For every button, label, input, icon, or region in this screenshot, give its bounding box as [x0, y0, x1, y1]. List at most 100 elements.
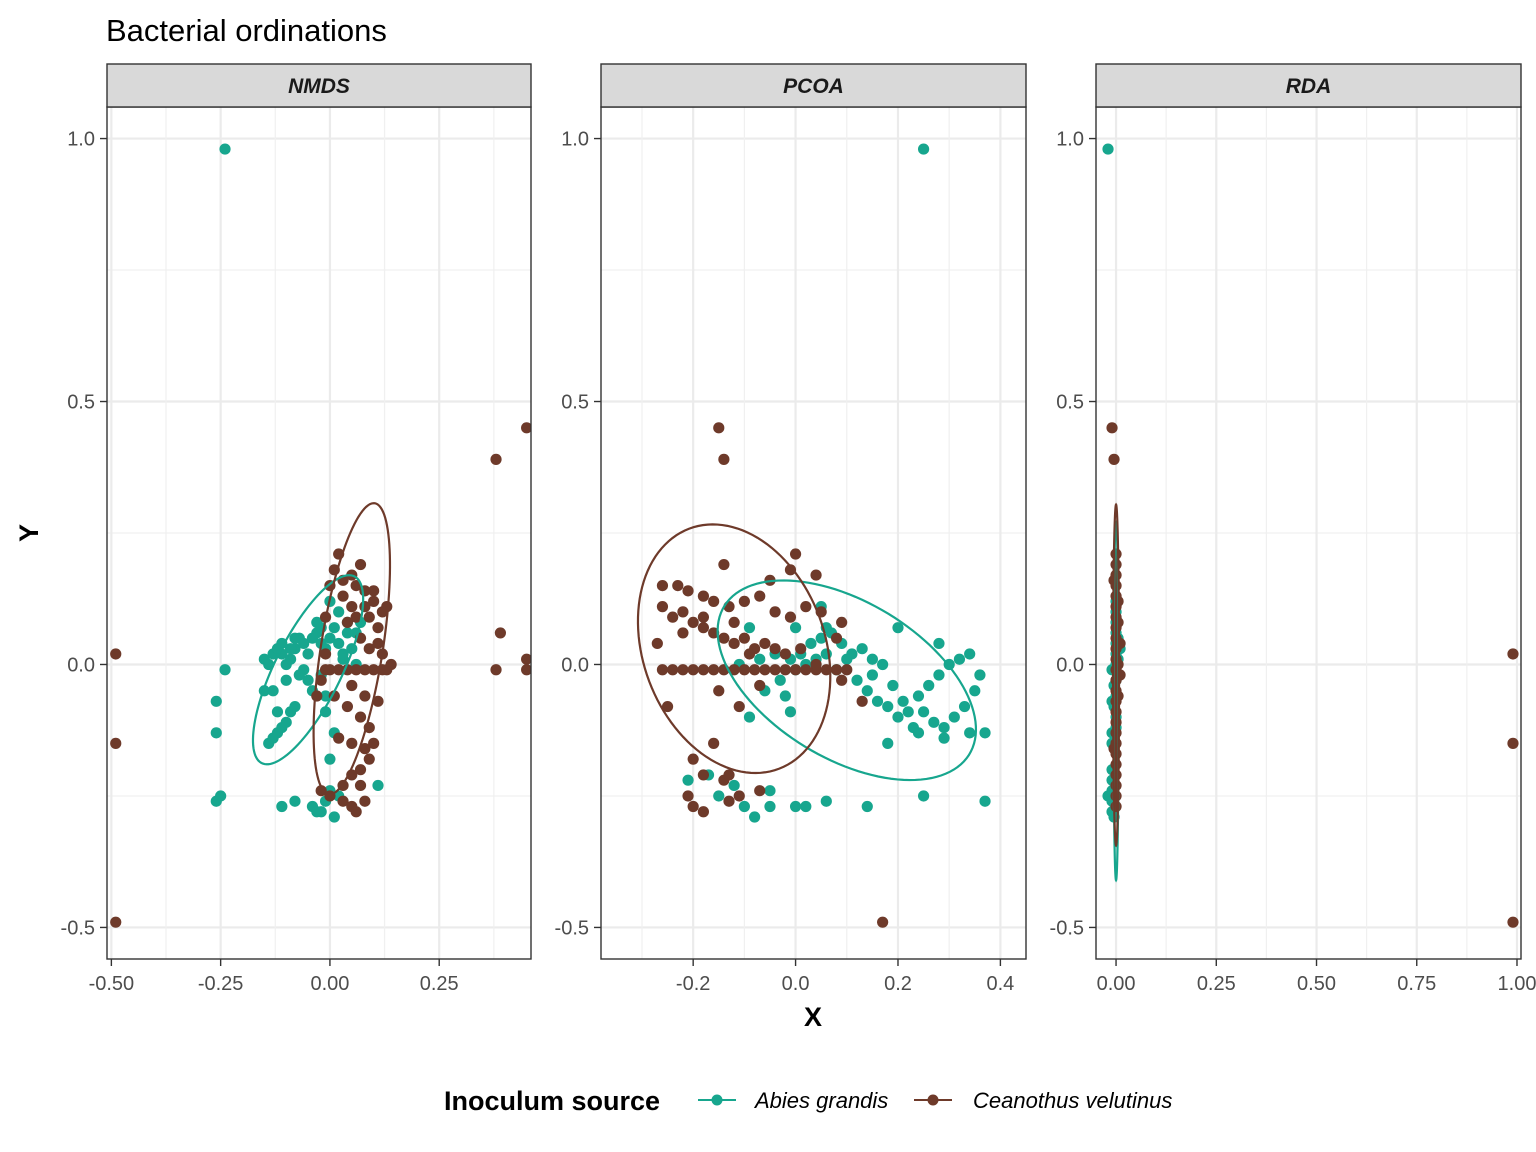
data-point: [687, 753, 699, 765]
data-point: [769, 643, 781, 655]
data-point: [350, 664, 362, 676]
legend: Inoculum source Abies grandis Ceanothus …: [444, 1086, 1172, 1116]
data-point: [215, 790, 227, 802]
ellipse-abies-grandis: [716, 579, 978, 782]
data-point: [667, 664, 679, 676]
data-point: [363, 611, 375, 623]
data-point: [276, 800, 288, 813]
data-point: [697, 806, 710, 818]
legend-key-abies: [698, 1094, 736, 1106]
data-point: [280, 674, 292, 686]
series-ceanothus-velutinus: [651, 422, 889, 928]
data-point: [805, 637, 817, 650]
data-point: [324, 632, 336, 644]
data-point: [289, 700, 301, 713]
data-point: [728, 664, 740, 676]
x-tick-label: 0.00: [1097, 973, 1136, 995]
data-point: [687, 616, 699, 629]
data-point: [324, 753, 336, 765]
data-point: [1110, 800, 1122, 813]
data-point: [969, 685, 981, 697]
data-point: [779, 648, 791, 660]
data-point: [743, 711, 756, 723]
data-point: [289, 795, 301, 807]
data-point: [350, 579, 362, 592]
data-point: [728, 616, 740, 629]
data-point: [1507, 648, 1519, 660]
x-tick-label: 1.00: [1498, 973, 1536, 995]
data-point: [372, 637, 384, 650]
x-tick-label: 0.25: [420, 973, 459, 995]
data-point: [368, 585, 380, 597]
data-point: [856, 695, 868, 707]
y-tick-label: 0.0: [67, 654, 95, 676]
data-point: [1507, 737, 1519, 749]
data-point: [341, 627, 354, 639]
data-point: [385, 658, 397, 671]
y-tick-label: 0.0: [1056, 654, 1084, 676]
data-point: [871, 695, 884, 707]
data-point: [110, 916, 122, 928]
data-point: [774, 674, 786, 686]
data-point: [1110, 548, 1122, 560]
x-tick-label: 0.25: [1197, 973, 1236, 995]
data-point: [933, 637, 945, 650]
data-point: [728, 637, 740, 650]
ellipse-ceanothus-velutinus: [312, 502, 392, 796]
facet-label-nmds: NMDS: [288, 75, 350, 98]
data-point: [1110, 790, 1122, 802]
data-point: [866, 653, 878, 665]
data-point: [789, 664, 802, 676]
data-point: [846, 648, 858, 660]
data-point: [354, 558, 367, 571]
data-point: [723, 795, 735, 807]
data-point: [521, 653, 531, 665]
gridlines: [601, 107, 1026, 959]
data-point: [738, 632, 750, 644]
data-point: [1108, 453, 1120, 465]
data-point: [764, 800, 776, 813]
data-point: [368, 595, 380, 607]
x-axis-title: X: [804, 1002, 822, 1032]
data-point: [810, 569, 822, 581]
data-point: [892, 622, 904, 634]
facet-rda: RDA -0.5 0.0 0.5 1.0 0.00 0.25 0.50 0.75 1.00: [1050, 63, 1536, 995]
y-tick-label: 0.5: [67, 392, 95, 414]
data-point: [713, 790, 725, 802]
legend-title: Inoculum source: [444, 1086, 660, 1116]
data-point: [656, 601, 669, 613]
y-tick-label: 1.0: [1056, 129, 1084, 151]
data-point: [521, 422, 531, 434]
y-tick-label: -0.5: [61, 917, 95, 939]
data-point: [974, 669, 986, 681]
data-point: [368, 737, 380, 749]
data-point: [284, 653, 297, 665]
data-point: [293, 669, 305, 681]
data-point: [302, 674, 314, 686]
data-point: [667, 611, 679, 623]
confidence-ellipses: [636, 523, 978, 782]
data-point: [490, 664, 502, 676]
facet-panels: NMDS -0.5 0.0 0.5 1.0 -0.50 -0.25 0.00 0.25 PCOA -…: [61, 63, 1536, 995]
data-point: [346, 737, 358, 749]
data-point: [738, 800, 750, 813]
data-point: [733, 790, 745, 802]
data-point: [754, 590, 766, 602]
y-tick-label: 0.5: [561, 392, 589, 414]
data-point: [830, 632, 843, 644]
data-point: [738, 595, 750, 607]
data-point: [1106, 422, 1118, 434]
data-point: [713, 422, 725, 434]
data-point: [661, 700, 674, 713]
y-axis-title: Y: [14, 524, 44, 542]
data-point: [333, 637, 345, 650]
data-point: [708, 595, 720, 607]
data-point: [311, 806, 323, 818]
data-point: [789, 548, 802, 560]
data-point: [917, 706, 930, 718]
data-point: [319, 706, 332, 718]
data-point: [682, 774, 694, 786]
data-point: [784, 706, 797, 718]
data-point: [346, 679, 358, 692]
